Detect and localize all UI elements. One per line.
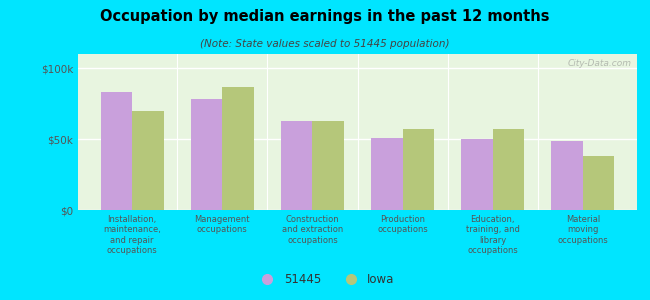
Bar	[222, 87, 254, 210]
Bar	[281, 121, 313, 210]
Text: (Note: State values scaled to 51445 population): (Note: State values scaled to 51445 popu…	[200, 39, 450, 49]
Bar	[462, 139, 493, 210]
Text: City-Data.com: City-Data.com	[567, 59, 631, 68]
Legend: 51445, Iowa: 51445, Iowa	[251, 269, 399, 291]
Text: Occupation by median earnings in the past 12 months: Occupation by median earnings in the pas…	[100, 9, 550, 24]
Bar	[551, 140, 583, 210]
Bar	[132, 111, 164, 210]
Bar	[190, 99, 222, 210]
Bar	[402, 129, 434, 210]
Bar	[371, 138, 402, 210]
Bar	[583, 156, 614, 210]
Bar	[493, 129, 525, 210]
Bar	[313, 121, 344, 210]
Bar	[101, 92, 132, 210]
